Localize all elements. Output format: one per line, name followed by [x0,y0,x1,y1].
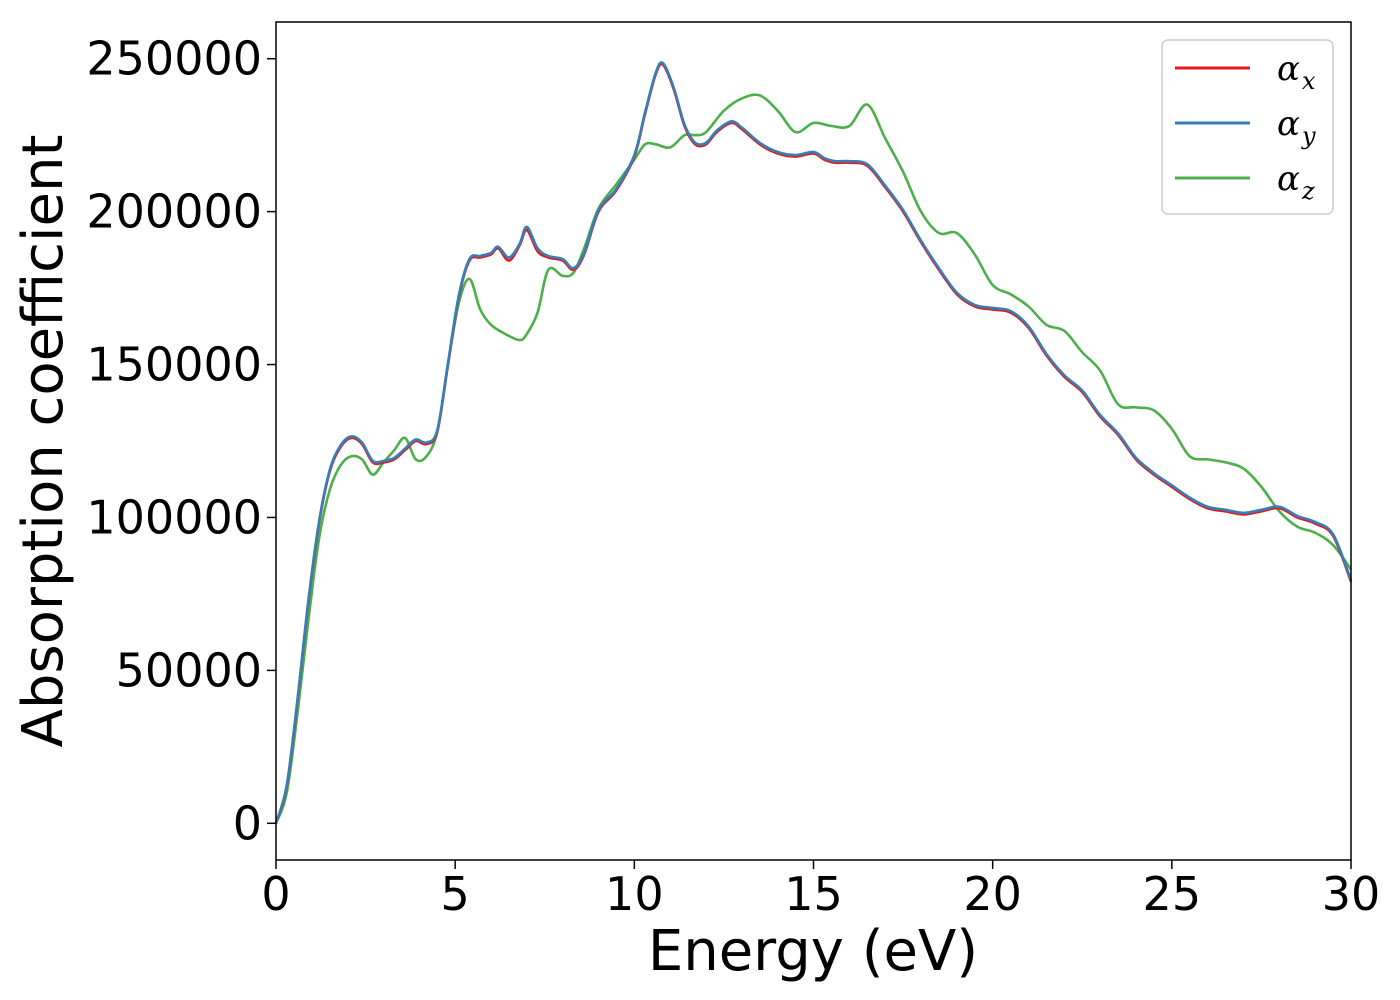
x-tick-label: 20 [963,867,1022,921]
series-lines [274,61,1353,824]
y-tick-label: 0 [233,796,262,850]
series-line-y [274,61,1353,824]
y-axis-title: Absorption coefficient [11,135,76,748]
x-tick-label: 10 [605,867,664,921]
x-axis-title: Energy (eV) [648,919,978,984]
series-line-z [274,93,1353,824]
y-axis-ticks: 0 50000 100000 150000 200000 250000 [86,32,276,850]
x-tick-label: 30 [1322,867,1381,921]
x-tick-label: 15 [784,867,843,921]
y-tick-label: 50000 [116,643,262,697]
legend-box [1161,39,1334,215]
y-tick-label: 200000 [86,185,262,239]
y-tick-label: 250000 [86,32,262,86]
x-tick-label: 25 [1143,867,1202,921]
x-tick-label: 5 [441,867,470,921]
y-tick-label: 150000 [86,338,262,392]
y-tick-label: 100000 [86,490,262,544]
x-axis-ticks: 0 5 10 15 20 25 30 [261,860,1380,921]
x-tick-label: 0 [261,867,290,921]
